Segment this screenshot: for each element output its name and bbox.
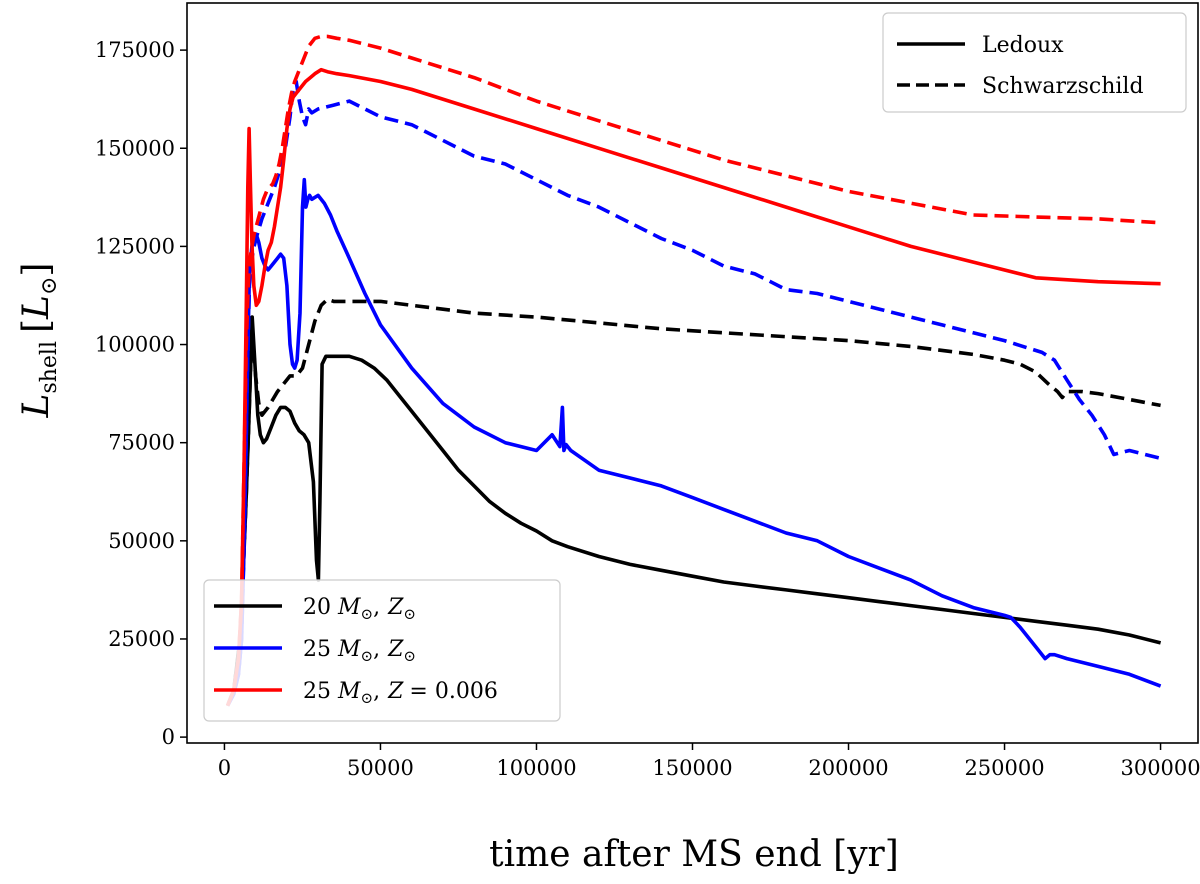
model-legend-box [203, 579, 561, 722]
x-tick-label: 100000 [496, 756, 576, 780]
y-label-sub: shell [37, 341, 62, 394]
style-legend-box [882, 12, 1187, 113]
y-tick-label: 100000 [95, 333, 175, 357]
series-group [225, 34, 1162, 707]
series-line-5 [225, 34, 1161, 707]
y-tick-label: 175000 [95, 38, 175, 62]
x-tick-label: 50000 [347, 756, 414, 780]
model-legend-label-25msun-solar: 25 M⊙, Z⊙ [303, 637, 416, 665]
y-tick-label: 25000 [108, 627, 175, 651]
model-legend-label-25msun-z006: 25 M⊙, Z = 0.006 [303, 679, 498, 707]
y-label-main: L [16, 394, 57, 419]
y-tick-label: 150000 [95, 136, 175, 160]
x-axis-label: time after MS end [yr] [489, 834, 899, 875]
y-tick-label: 50000 [108, 529, 175, 553]
y-label-unit-sub: ⊙ [37, 277, 62, 295]
y-tick-label: 125000 [95, 234, 175, 258]
series-line-3 [226, 79, 1162, 707]
x-tick-label: 0 [218, 756, 231, 780]
x-ticks: 0 50000 100000 150000 200000 250000 300000 [218, 743, 1200, 780]
model-legend: 20 M⊙, Z⊙ 25 M⊙, Z⊙ 25 M⊙, Z = 0.006 [203, 579, 561, 722]
x-tick-label: 200000 [808, 756, 888, 780]
y-label-bracket-open: [ [16, 319, 57, 333]
style-legend: Ledoux Schwarzschild [882, 12, 1187, 113]
y-label-bracket-close: ] [16, 263, 57, 277]
y-label-unit: L [16, 295, 57, 320]
style-legend-label-schwarzschild: Schwarzschild [982, 74, 1144, 99]
y-ticks: 0 25000 50000 75000 100000 125000 150000 175000 [95, 38, 187, 749]
x-tick-label: 300000 [1120, 756, 1200, 780]
x-tick-label: 250000 [964, 756, 1044, 780]
series-line-0 [225, 315, 1162, 707]
y-tick-label: 75000 [108, 431, 175, 455]
y-tick-label: 0 [162, 725, 175, 749]
y-axis-label: Lshell[L⊙] [16, 263, 62, 419]
x-tick-label: 150000 [652, 756, 732, 780]
series-line-4 [225, 67, 1161, 707]
style-legend-label-ledoux: Ledoux [982, 33, 1064, 58]
model-legend-label-20msun: 20 M⊙, Z⊙ [303, 595, 416, 623]
